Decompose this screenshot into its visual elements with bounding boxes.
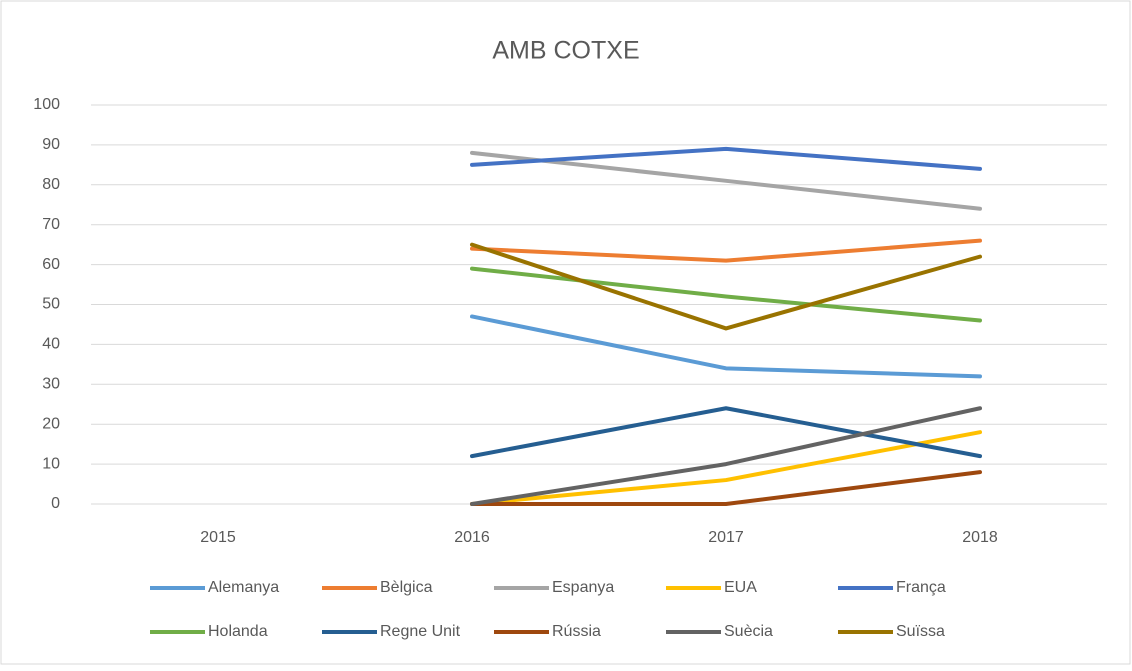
- y-tick-label: 90: [42, 136, 60, 153]
- y-tick-label: 80: [42, 176, 60, 193]
- legend-label: França: [896, 579, 946, 596]
- y-tick-label: 100: [33, 96, 60, 113]
- legend-label: Rússia: [552, 623, 601, 640]
- y-tick-label: 50: [42, 296, 60, 313]
- series-line: [470, 238, 982, 263]
- y-tick-label: 10: [42, 455, 60, 472]
- series-line: [470, 406, 982, 506]
- legend-label: Espanya: [552, 579, 614, 596]
- y-tick-label: 70: [42, 216, 60, 233]
- series-line: [470, 242, 982, 331]
- x-tick-label: 2015: [200, 529, 236, 546]
- x-tick-label: 2017: [708, 529, 744, 546]
- series-line: [470, 266, 982, 323]
- legend-label: EUA: [724, 579, 757, 596]
- series-line: [470, 146, 982, 171]
- legend-label: Bèlgica: [380, 579, 433, 596]
- y-tick-label: 60: [42, 256, 60, 273]
- legend-label: Alemanya: [208, 579, 279, 596]
- y-tick-label: 40: [42, 336, 60, 353]
- x-tick-label: 2018: [962, 529, 998, 546]
- legend-label: Holanda: [208, 623, 268, 640]
- series-line: [470, 150, 982, 211]
- chart-title: AMB COTXE: [492, 37, 639, 65]
- y-tick-label: 30: [42, 376, 60, 393]
- x-tick-label: 2016: [454, 529, 490, 546]
- legend-label: Regne Unit: [380, 623, 461, 640]
- series-line: [470, 430, 982, 506]
- legend-label: Suècia: [724, 623, 773, 640]
- legend-label: Suïssa: [896, 623, 945, 640]
- series-line: [470, 470, 982, 506]
- series-line: [470, 406, 982, 459]
- series-line: [470, 314, 982, 379]
- y-tick-label: 0: [51, 495, 60, 512]
- y-tick-label: 20: [42, 415, 60, 432]
